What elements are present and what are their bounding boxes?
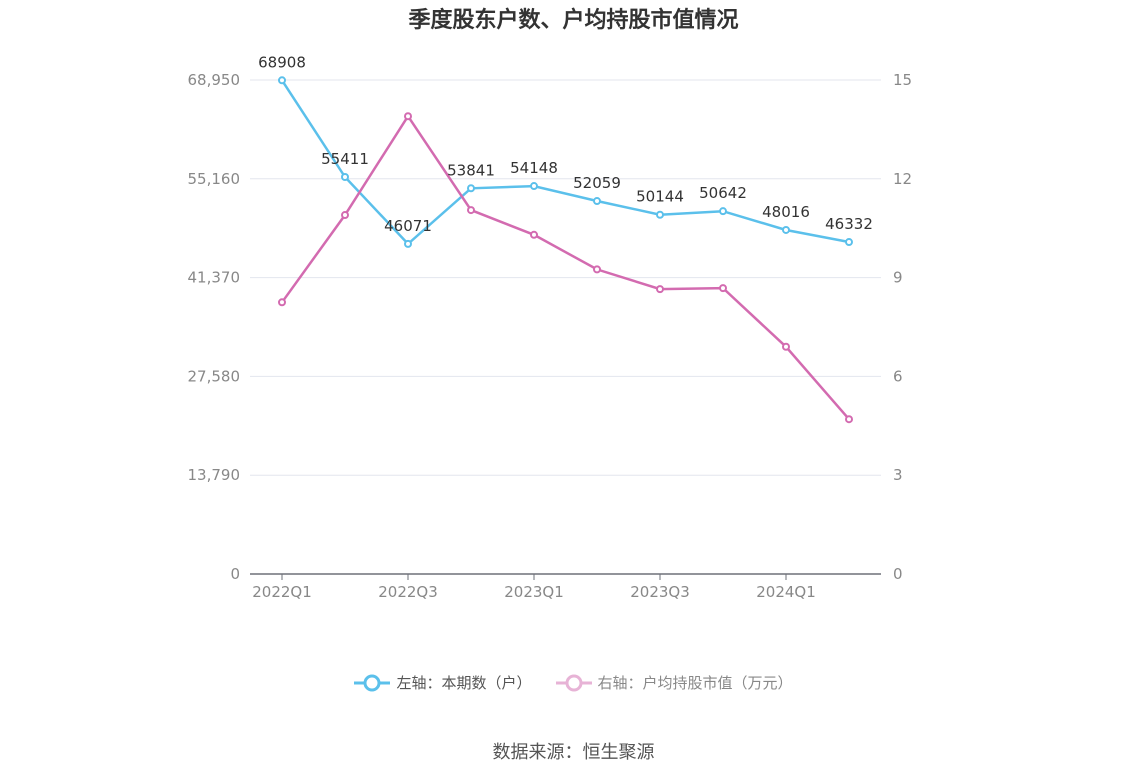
data-point-0 [467,184,475,193]
data-point-1 [593,265,601,274]
y-right-tick-label: 15 [893,71,912,89]
y-left-tick-label: 55,160 [188,170,241,188]
source-note: 数据来源：恒生聚源 [492,742,655,763]
data-labels: 68908 55411 46071 53841 54148 52059 50144 50642… [258,53,873,235]
x-tick-label: 2022Q3 [378,583,438,601]
data-point-1 [656,285,664,294]
y-right-tick-label: 9 [893,269,903,287]
data-point-1 [341,211,349,220]
legend-marker-pink-icon [555,674,592,691]
data-point-0 [719,207,727,216]
data-point-0 [404,239,412,248]
legend: 左轴：本期数（户） 右轴：户均持股市值（万元） [0,672,1147,693]
data-point-0 [278,76,286,85]
legend-marker-blue-icon [354,674,391,691]
axes: 0 0 13,790 3 27,580 6 41,370 9 55,160 12 68,950 15 2… [188,71,913,601]
y-left-tick-label: 0 [230,565,240,583]
data-label: 50144 [636,188,684,206]
y-right-tick-label: 12 [893,170,912,188]
x-tick-label: 2022Q1 [252,583,312,601]
data-point-1 [278,298,286,307]
x-tick-label: 2023Q1 [504,583,564,601]
y-left-tick-label: 41,370 [188,269,241,287]
legend-label-right-series: 右轴：户均持股市值（万元） [597,674,793,692]
data-label: 55411 [321,150,369,168]
y-left-tick-label: 27,580 [188,367,241,385]
legend-label-left-series: 左轴：本期数（户） [396,674,532,692]
data-label: 68908 [258,53,306,71]
series-line-1 [280,113,850,421]
y-left-tick-label: 68,950 [188,71,241,89]
legend-item-right-series[interactable]: 右轴：户均持股市值（万元） [555,672,793,693]
data-point-0 [530,182,538,191]
data-point-1 [845,415,853,424]
chart-title: 季度股东户数、户均持股市值情况 [408,8,739,33]
data-point-1 [467,206,475,215]
series-line-0 [280,79,850,246]
legend-item-left-series[interactable]: 左轴：本期数（户） [354,672,532,693]
data-label: 48016 [762,203,810,221]
series-lines [278,76,853,424]
data-point-1 [530,230,538,239]
x-tick-label: 2023Q3 [630,583,690,601]
data-point-0 [656,210,664,219]
y-right-tick-label: 6 [893,367,903,385]
data-point-1 [719,284,727,293]
data-point-0 [341,173,349,182]
y-left-tick-label: 13,790 [188,466,241,484]
data-label: 52059 [573,174,621,192]
data-label: 53841 [447,161,495,179]
line-chart: 0 0 13,790 3 27,580 6 41,370 9 55,160 12 68,950 15 2… [188,53,913,601]
grid-lines [250,79,881,476]
y-right-tick-label: 0 [893,565,903,583]
data-label: 50642 [699,184,747,202]
data-point-1 [404,112,412,121]
y-right-tick-label: 3 [893,466,903,484]
data-label: 46071 [384,217,432,235]
x-tick-label: 2024Q1 [756,583,816,601]
data-label: 54148 [510,159,558,177]
data-point-1 [782,342,790,351]
data-point-0 [845,238,853,247]
data-point-0 [782,225,790,234]
data-point-0 [593,197,601,206]
data-label: 46332 [825,215,873,233]
